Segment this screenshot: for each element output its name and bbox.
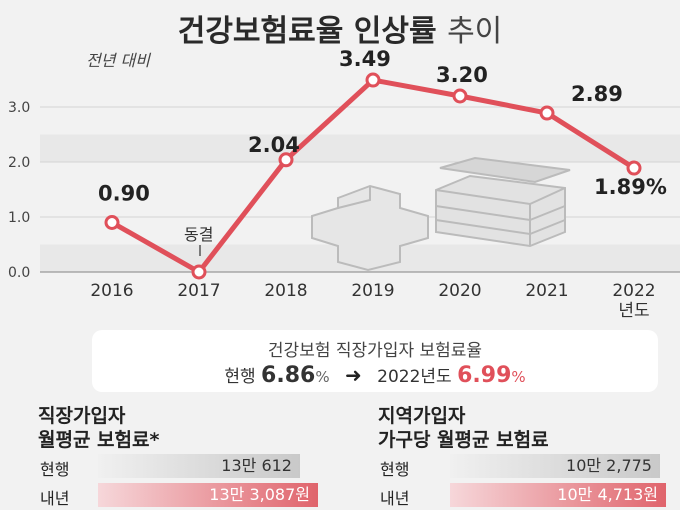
regional-title-line2: 가구당 월평균 보험료 [378,429,549,451]
employee-title-line2: 월평균 보험료* [38,429,160,451]
x-tick-label: 2017 [177,281,220,301]
arrow-icon: ➜ [344,363,362,387]
regional-current-label: 현행 [380,460,410,479]
rate-info-box: 건강보험 직장가입자 보험료율 현행 6.86% ➜ 2022년도 6.99% [92,330,658,392]
regional-next-bar: 10만 4,713원 [450,483,666,507]
current-rate: 6.86 [261,363,316,388]
data-point [539,105,555,121]
value-label: 3.49 [339,47,391,71]
x-tick-label: 2018 [264,281,307,301]
x-unit-label: 년도 [618,301,649,321]
title-main: 건강보험료율 [177,14,344,49]
y-axis-note: 전년 대비 [86,51,151,70]
value-label: 2.89 [571,82,623,106]
next-rate: 6.99 [457,363,512,388]
value-label: 2.04 [248,133,300,157]
employee-next-bar: 13만 3,087원 [98,483,318,507]
title-end: 추이 [447,14,503,49]
x-tick-label: 2021 [525,281,568,301]
employee-section-title: 직장가입자 월평균 보험료* [38,404,159,452]
employee-current-bar: 13만 612 [98,454,300,478]
employee-current-label: 현행 [40,460,70,479]
next-label: 2022년도 [377,367,452,387]
value-label: 1.89% [594,175,667,199]
x-tick-labels: 2016 2017 2018 2019 2020 2021 2022년도 [90,281,655,321]
current-label: 현행 [224,367,256,387]
x-tick-label: 2020 [438,281,481,301]
y-tick-label: 1.0 [8,210,30,226]
x-tick-label: 2016 [90,281,133,301]
value-label: 0.90 [98,182,150,206]
chart-title: 건강보험료율 인상률 추이 [0,6,680,50]
data-point [104,215,120,230]
data-point [278,152,294,168]
title-sub: 인상률 [353,14,437,49]
regional-current-bar: 10만 2,775 [450,454,660,478]
info-heading: 건강보험 직장가입자 보험료율 [267,341,483,361]
employee-title-line1: 직장가입자 [38,405,126,427]
money-cross-illustration [311,156,571,272]
data-point [191,264,207,280]
y-tick-label: 3.0 [8,100,30,116]
y-tick-label: 0.0 [8,265,30,281]
regional-next-label: 내년 [380,489,410,508]
y-tick-labels: 0.0 1.0 2.0 3.0 [8,100,30,281]
freeze-note: 동결 [184,225,213,244]
value-labels: 0.90 2.04 3.49 3.20 2.89 1.89% [98,47,667,205]
current-rate-unit: % [315,368,330,386]
grid-band [40,134,680,162]
data-point [365,72,381,88]
regional-title-line1: 지역가입자 [378,405,466,427]
next-rate-unit: % [511,368,526,386]
x-tick-label: 2022 [612,281,655,301]
regional-section-title: 지역가입자 가구당 월평균 보험료 [378,404,549,452]
employee-next-label: 내년 [40,489,70,508]
x-tick-label: 2019 [351,281,394,301]
line-chart: 0.0 1.0 2.0 3.0 전년 대비 0.90 2.04 3.49 3.20 2.89 1… [8,47,680,321]
y-tick-label: 2.0 [8,155,30,171]
data-point [452,88,468,104]
data-point [626,160,642,176]
data-points [104,72,642,280]
info-rate-line: 현행 6.86% ➜ 2022년도 6.99% [92,362,658,388]
value-label: 3.20 [436,63,488,87]
